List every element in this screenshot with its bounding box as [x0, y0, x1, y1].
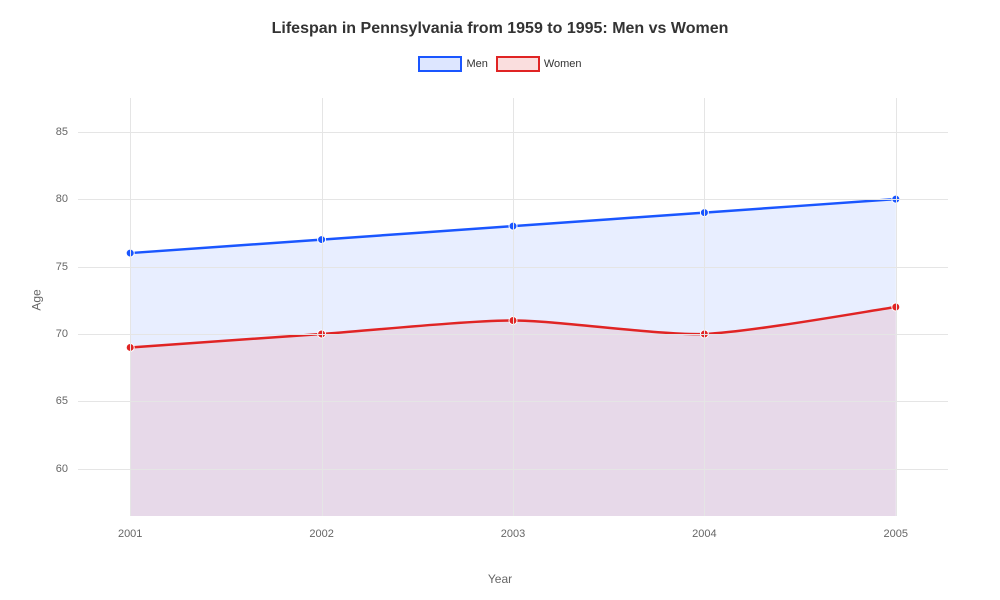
y-tick-label: 60: [56, 463, 78, 475]
x-tick-label: 2005: [884, 516, 908, 540]
legend-swatch: [496, 56, 540, 72]
legend-item: Women: [496, 56, 582, 72]
gridline-vertical: [130, 98, 131, 516]
y-tick-label: 80: [56, 193, 78, 205]
legend: Men Women: [0, 56, 1000, 72]
legend-item: Men: [418, 56, 487, 72]
legend-swatch: [418, 56, 462, 72]
gridline-vertical: [513, 98, 514, 516]
y-tick-label: 70: [56, 328, 78, 340]
plot-area: 60657075808520012002200320042005: [78, 98, 948, 516]
gridline-vertical: [896, 98, 897, 516]
x-tick-label: 2003: [501, 516, 525, 540]
x-tick-label: 2004: [692, 516, 716, 540]
y-tick-label: 85: [56, 126, 78, 138]
y-tick-label: 75: [56, 261, 78, 273]
legend-label: Men: [466, 58, 487, 70]
x-tick-label: 2001: [118, 516, 142, 540]
gridline-vertical: [704, 98, 705, 516]
gridline-vertical: [322, 98, 323, 516]
chart-container: Lifespan in Pennsylvania from 1959 to 19…: [0, 0, 1000, 600]
x-axis-label: Year: [488, 572, 512, 586]
y-axis-label: Age: [30, 289, 44, 310]
y-tick-label: 65: [56, 395, 78, 407]
legend-label: Women: [544, 58, 582, 70]
chart-title: Lifespan in Pennsylvania from 1959 to 19…: [0, 0, 1000, 38]
x-tick-label: 2002: [309, 516, 333, 540]
